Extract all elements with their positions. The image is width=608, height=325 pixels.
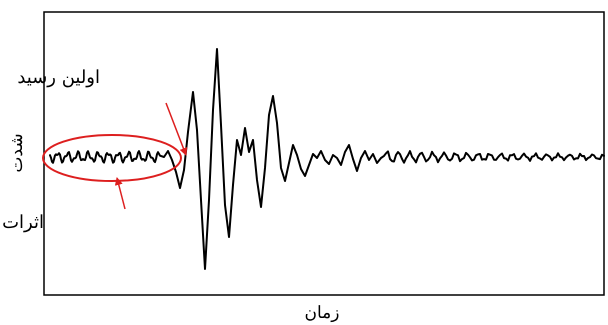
first-arrival-label: اولین رسید [17, 67, 100, 88]
near-field-label: اثرات حوزه نزدیک [0, 212, 44, 233]
y-axis-label: شدت [7, 133, 27, 172]
near-field-arrow [114, 177, 126, 210]
first-arrival-arrow [165, 102, 188, 156]
near-field-ellipse [42, 134, 182, 182]
x-axis-label: زمان [305, 303, 340, 323]
waveform-series [49, 48, 605, 270]
